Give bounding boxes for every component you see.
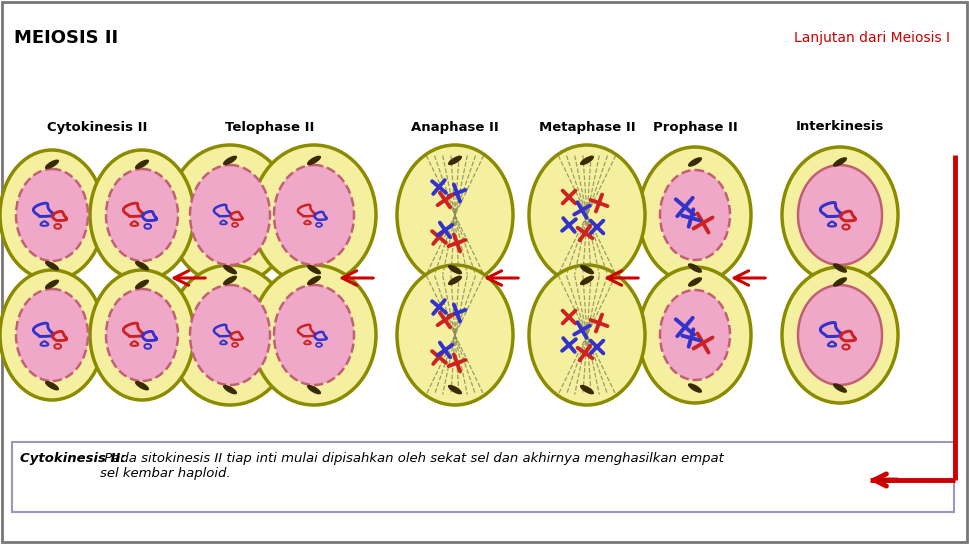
Ellipse shape: [781, 147, 897, 283]
Ellipse shape: [528, 145, 644, 285]
Ellipse shape: [832, 263, 846, 273]
Ellipse shape: [0, 270, 104, 400]
FancyBboxPatch shape: [12, 442, 953, 512]
Ellipse shape: [45, 261, 59, 270]
Ellipse shape: [45, 381, 59, 391]
Text: Anaphase II: Anaphase II: [411, 121, 498, 133]
Ellipse shape: [832, 277, 846, 287]
Text: Prophase II: Prophase II: [652, 121, 736, 133]
Text: Telophase II: Telophase II: [225, 121, 314, 133]
Ellipse shape: [528, 265, 644, 405]
Ellipse shape: [396, 265, 513, 405]
Text: Metaphase II: Metaphase II: [538, 121, 635, 133]
Ellipse shape: [190, 165, 269, 265]
Ellipse shape: [252, 265, 376, 405]
Ellipse shape: [106, 289, 178, 381]
Ellipse shape: [306, 385, 321, 394]
Ellipse shape: [16, 169, 88, 261]
Ellipse shape: [579, 276, 593, 285]
Ellipse shape: [135, 261, 149, 270]
Ellipse shape: [45, 280, 59, 289]
Ellipse shape: [45, 159, 59, 169]
Ellipse shape: [273, 285, 354, 385]
Ellipse shape: [135, 280, 149, 289]
Ellipse shape: [659, 290, 730, 380]
Ellipse shape: [135, 381, 149, 391]
Ellipse shape: [106, 169, 178, 261]
Text: Pada sitokinesis II tiap inti mulai dipisahkan oleh sekat sel dan akhirnya mengh: Pada sitokinesis II tiap inti mulai dipi…: [100, 452, 723, 480]
Ellipse shape: [223, 276, 236, 285]
Ellipse shape: [639, 267, 750, 403]
Ellipse shape: [448, 265, 461, 274]
Ellipse shape: [396, 145, 513, 285]
Ellipse shape: [781, 267, 897, 403]
Text: Lanjutan dari Meiosis I: Lanjutan dari Meiosis I: [794, 31, 949, 45]
Text: Cytokinesis II:: Cytokinesis II:: [20, 452, 125, 465]
Ellipse shape: [306, 156, 321, 165]
Ellipse shape: [306, 276, 321, 285]
Ellipse shape: [223, 385, 236, 394]
Text: Interkinesis: Interkinesis: [795, 121, 884, 133]
Ellipse shape: [135, 159, 149, 169]
Ellipse shape: [687, 263, 702, 273]
Ellipse shape: [168, 145, 292, 285]
Ellipse shape: [448, 385, 461, 394]
Ellipse shape: [832, 384, 846, 393]
Ellipse shape: [832, 157, 846, 166]
Text: MEIOSIS II: MEIOSIS II: [14, 29, 118, 47]
Ellipse shape: [223, 265, 236, 274]
Ellipse shape: [168, 265, 292, 405]
Ellipse shape: [687, 384, 702, 393]
Ellipse shape: [639, 147, 750, 283]
Ellipse shape: [0, 150, 104, 280]
Ellipse shape: [90, 270, 194, 400]
Ellipse shape: [797, 165, 881, 265]
Ellipse shape: [448, 276, 461, 285]
Ellipse shape: [223, 156, 236, 165]
Ellipse shape: [579, 156, 593, 165]
Ellipse shape: [16, 289, 88, 381]
Ellipse shape: [306, 265, 321, 274]
Ellipse shape: [659, 170, 730, 260]
Text: Cytokinesis II: Cytokinesis II: [47, 121, 147, 133]
Ellipse shape: [252, 145, 376, 285]
Ellipse shape: [190, 285, 269, 385]
Ellipse shape: [90, 150, 194, 280]
Ellipse shape: [579, 385, 593, 394]
Ellipse shape: [797, 285, 881, 385]
Ellipse shape: [579, 265, 593, 274]
Ellipse shape: [687, 157, 702, 166]
Ellipse shape: [687, 277, 702, 287]
Ellipse shape: [273, 165, 354, 265]
Ellipse shape: [448, 156, 461, 165]
